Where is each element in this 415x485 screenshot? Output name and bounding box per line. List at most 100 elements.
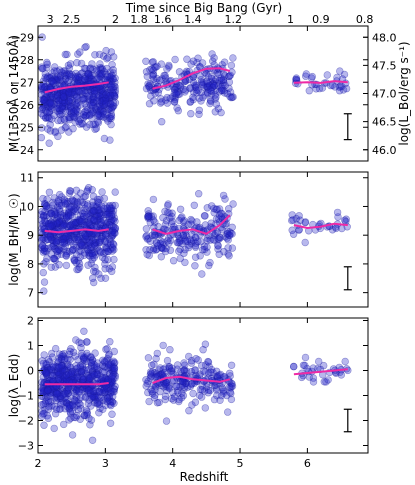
scatter-point [99,90,107,99]
scatter-point [59,103,67,111]
scatter-point [41,201,49,210]
scatter-point [40,96,48,104]
scatter-point [104,394,112,402]
scatter-point [211,86,219,95]
scatter-point [109,210,117,219]
scatter-point [82,357,91,365]
scatter-point [79,212,88,221]
scatter-point [205,261,213,270]
scatter-point [76,253,85,261]
scatter-point [49,198,57,207]
scatter-point [38,83,46,91]
scatter-point [38,104,47,113]
scatter-point [159,341,167,350]
scatter-point [220,86,228,95]
x-tick-label: 4 [169,457,176,470]
top-tick-label: 2.5 [63,13,81,26]
scatter-point [224,230,232,238]
scatter-point [46,98,54,106]
scatter-point [65,217,73,225]
scatter-point [71,74,80,82]
scatter-point [61,103,69,111]
scatter-point [66,362,74,371]
scatter-point [83,106,91,114]
scatter-point [80,75,89,83]
scatter-point [50,111,58,120]
scatter-point [45,100,54,108]
scatter-point [46,232,54,240]
scatter-point [96,65,105,74]
scatter-point [56,219,64,227]
scatter-point [73,96,81,104]
scatter-point [55,190,64,199]
scatter-point [38,64,46,73]
scatter-point [96,102,104,110]
scatter-point [159,214,167,222]
scatter-point [161,74,170,82]
scatter-point [324,376,332,384]
scatter-point [58,232,67,241]
scatter-point [52,405,61,413]
scatter-point [170,97,179,106]
scatter-point [107,207,116,215]
scatter-point [54,364,63,372]
scatter-point [97,70,105,78]
scatter-point [197,238,205,246]
scatter-point [194,237,202,246]
scatter-point [94,208,102,217]
scatter-point [169,257,178,265]
scatter-point [89,75,97,84]
scatter-point [209,236,218,244]
scatter-point [292,74,301,82]
scatter-point [59,223,67,231]
scatter-point [97,274,105,282]
scatter-point [52,76,60,84]
scatter-point [50,239,58,248]
scatter-point [331,83,339,91]
scatter-point [220,58,229,66]
scatter-point [109,66,117,74]
scatter-point [109,85,118,94]
scatter-point [208,90,216,98]
scatter-point [53,390,61,398]
scatter-point [50,100,59,109]
scatter-point [75,117,83,126]
scatter-point [44,72,52,81]
scatter-point [59,239,67,247]
scatter-point [84,238,93,247]
scatter-point [152,63,160,71]
scatter-point [90,90,99,98]
scatter-point [104,209,113,217]
scatter-point [288,216,296,225]
scatter-point [229,54,237,62]
scatter-point [42,211,51,219]
scatter-point [225,252,233,260]
scatter-point [82,111,91,120]
scatter-point [76,101,85,109]
scatter-point [89,222,97,230]
scatter-point [165,61,173,70]
scatter-point [215,70,223,79]
scatter-point [74,73,82,81]
scatter-point [76,120,84,128]
scatter-point [50,254,59,263]
scatter-point [67,106,76,114]
scatter-point [61,200,70,208]
scatter-point [65,88,73,97]
scatter-point [106,113,115,121]
scatter-point [83,202,92,210]
scatter-point [46,127,55,135]
scatter-point [72,251,81,259]
scatter-point [58,109,66,118]
scatter-point [80,241,89,250]
scatter-point [224,244,232,252]
scatter-point [93,117,102,126]
scatter-point [64,234,73,242]
scatter-point [89,216,97,224]
scatter-point [171,55,179,64]
scatter-point [39,111,47,120]
scatter-point [180,249,188,257]
scatter-point [56,247,64,255]
scatter-point [99,97,107,105]
